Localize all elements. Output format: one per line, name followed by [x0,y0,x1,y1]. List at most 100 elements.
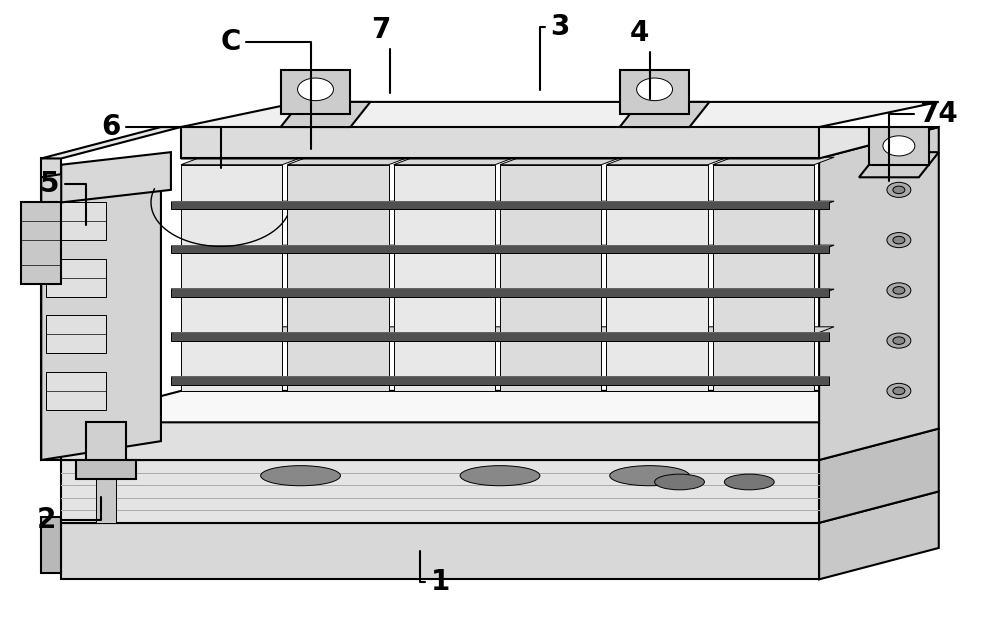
Polygon shape [606,245,728,252]
Polygon shape [606,252,708,297]
Polygon shape [713,297,814,341]
Polygon shape [500,245,621,252]
Polygon shape [500,334,601,391]
Text: 74: 74 [889,100,958,181]
Polygon shape [281,102,370,127]
Text: 1: 1 [420,551,450,596]
Polygon shape [41,158,161,460]
Circle shape [637,78,673,101]
Text: 7: 7 [371,16,390,93]
Polygon shape [287,245,409,252]
Polygon shape [181,252,282,297]
Polygon shape [181,297,282,341]
Polygon shape [287,157,409,165]
Polygon shape [181,209,282,252]
Circle shape [887,384,911,398]
Polygon shape [606,289,728,297]
Polygon shape [61,391,939,422]
Circle shape [887,233,911,247]
Polygon shape [394,297,495,341]
Circle shape [887,333,911,348]
Polygon shape [287,252,389,297]
Polygon shape [287,209,389,252]
Polygon shape [500,209,601,252]
Text: C: C [221,28,311,150]
Circle shape [887,283,911,298]
Polygon shape [620,102,709,127]
Text: 3: 3 [540,13,570,90]
Polygon shape [41,158,61,460]
Polygon shape [819,428,939,523]
Polygon shape [394,201,515,209]
Circle shape [887,182,911,198]
Polygon shape [394,252,495,297]
Polygon shape [859,152,939,177]
Polygon shape [287,297,389,341]
Polygon shape [713,165,814,209]
Polygon shape [171,244,829,252]
Polygon shape [287,201,409,209]
Polygon shape [394,165,495,209]
Polygon shape [394,334,495,391]
Polygon shape [500,297,601,341]
Polygon shape [61,422,819,460]
Polygon shape [181,289,302,297]
Polygon shape [41,517,61,573]
Ellipse shape [261,466,340,486]
Polygon shape [500,289,621,297]
Polygon shape [46,372,106,410]
Polygon shape [394,289,515,297]
Polygon shape [181,334,282,391]
Polygon shape [181,127,819,158]
Polygon shape [181,127,939,158]
Polygon shape [287,327,409,334]
Polygon shape [61,523,819,579]
Polygon shape [61,152,171,203]
Polygon shape [61,460,819,523]
Polygon shape [713,327,834,334]
Polygon shape [394,245,515,252]
Polygon shape [61,492,939,523]
Polygon shape [606,157,728,165]
Circle shape [893,337,905,345]
Ellipse shape [724,474,774,490]
Polygon shape [171,288,829,297]
Polygon shape [171,377,829,385]
Polygon shape [713,201,834,209]
Polygon shape [181,157,302,165]
Polygon shape [287,334,389,391]
Circle shape [893,286,905,294]
Polygon shape [394,209,495,252]
Polygon shape [46,316,106,353]
Polygon shape [606,327,728,334]
Polygon shape [713,289,834,297]
Polygon shape [61,428,939,460]
Text: 2: 2 [37,497,101,534]
Circle shape [893,387,905,394]
Circle shape [298,78,333,101]
Polygon shape [819,127,939,460]
Polygon shape [713,334,814,391]
Polygon shape [86,422,126,466]
Ellipse shape [610,466,689,486]
Text: 5: 5 [40,170,86,225]
Polygon shape [287,165,389,209]
Polygon shape [287,289,409,297]
Polygon shape [21,203,61,284]
Polygon shape [606,334,708,391]
Polygon shape [46,203,106,240]
Polygon shape [819,492,939,579]
Polygon shape [606,297,708,341]
Polygon shape [500,157,621,165]
Polygon shape [181,245,302,252]
Text: 6: 6 [101,113,221,168]
Polygon shape [76,460,136,479]
Polygon shape [181,201,302,209]
Polygon shape [500,201,621,209]
Polygon shape [713,252,814,297]
Polygon shape [500,165,601,209]
Polygon shape [500,252,601,297]
Polygon shape [171,201,829,209]
Polygon shape [394,157,515,165]
Polygon shape [171,333,829,341]
